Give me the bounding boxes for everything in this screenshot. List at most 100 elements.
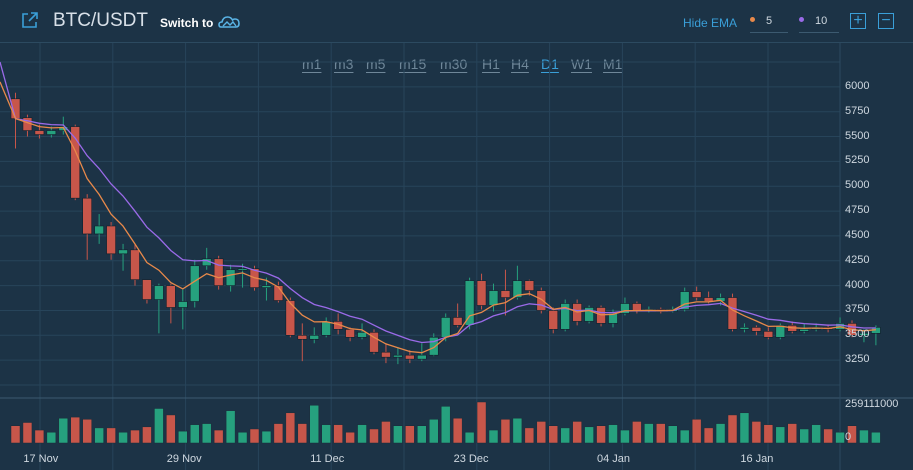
price-tick-label: 3750 [845,303,870,316]
timeframe-H4[interactable]: H4 [511,56,529,72]
candle[interactable] [596,305,606,327]
candle[interactable] [297,323,308,362]
candle[interactable] [118,243,128,271]
volume-bar [345,431,355,444]
candle[interactable] [309,327,320,344]
candle[interactable] [500,269,511,316]
candle[interactable] [727,293,738,332]
volume-bar [82,419,92,444]
volume-bar [213,429,224,444]
candle[interactable] [393,347,403,365]
cloud-logo-icon[interactable] [218,15,240,29]
switch-to-label[interactable]: Switch to [160,16,214,30]
ema5-input[interactable]: 5 [750,12,788,33]
candle[interactable] [763,327,774,340]
volume-bar [560,427,570,444]
timeframe-W1[interactable]: W1 [571,56,592,72]
candle[interactable] [751,325,762,336]
volume-bar [584,426,594,444]
hide-ema-toggle[interactable]: Hide EMA [683,16,738,30]
candle[interactable] [106,222,116,260]
price-tick-label: 5000 [845,179,870,192]
candle[interactable] [70,124,81,201]
candle[interactable] [345,327,355,342]
volume-bar [703,427,714,444]
candle[interactable] [428,333,439,357]
timeframe-m3[interactable]: m3 [334,56,354,72]
timeframe-m30[interactable]: m30 [440,56,468,72]
volume-bar [620,429,630,444]
candle[interactable] [22,114,33,137]
price-tick-label: 6000 [845,79,870,92]
zoom-in-button[interactable]: + [850,13,866,29]
volume-bar [273,423,284,444]
volume-bar [656,423,666,444]
volume-bar [536,421,547,444]
candle[interactable] [632,301,642,314]
candle[interactable] [357,323,367,340]
candle[interactable] [859,329,869,343]
volume-bar [94,427,104,444]
candle[interactable] [381,343,391,364]
candle[interactable] [142,279,152,304]
candle[interactable] [130,243,140,286]
volume-bar [512,417,523,444]
volume-axis-max: 259111000 [845,398,899,410]
candle[interactable] [10,92,21,149]
candlestick-chart[interactable] [0,43,913,470]
candle[interactable] [691,286,702,301]
candle[interactable] [620,297,630,316]
timeframe-m1[interactable]: m1 [302,56,322,72]
candle[interactable] [739,323,750,333]
timeframe-M1[interactable]: M1 [603,56,623,72]
volume-bar [679,429,690,444]
volume-bar [524,427,535,444]
candle[interactable] [584,305,594,324]
candle[interactable] [178,289,188,330]
candle[interactable] [560,299,571,332]
candle[interactable] [452,303,463,328]
candle[interactable] [536,287,547,314]
volume-bar [357,424,367,444]
candle[interactable] [94,214,104,244]
volume-bar [190,424,200,444]
candle[interactable] [201,247,212,270]
candle[interactable] [524,279,535,296]
volume-bar [154,408,164,444]
candle[interactable] [644,306,654,313]
volume-bar [452,417,463,444]
volume-bar [58,417,69,444]
timeframe-m15[interactable]: m15 [399,56,427,72]
timeframe-m5[interactable]: m5 [366,56,386,72]
volume-bar [476,401,487,444]
volume-bar [811,424,821,444]
date-tick-label: 17 Nov [23,453,59,465]
ema10-value: 10 [815,15,828,27]
volume-bar [381,421,391,444]
candle[interactable] [548,307,559,334]
price-tick-label: 4500 [845,228,870,241]
volume-bar [178,430,188,444]
candle[interactable] [261,277,272,301]
volume-bar [500,419,511,444]
candle[interactable] [405,350,415,364]
volume-bar [142,426,152,444]
candle[interactable] [321,317,332,338]
candle[interactable] [225,264,236,292]
open-external-icon[interactable] [22,12,38,28]
candle[interactable] [82,194,92,260]
candle[interactable] [369,329,379,355]
ema10-input[interactable]: 10 [799,12,839,33]
candle[interactable] [476,273,487,310]
candle[interactable] [213,255,224,290]
timeframe-H1[interactable]: H1 [482,56,500,72]
volume-bar [859,429,869,444]
candle[interactable] [154,283,164,334]
candle[interactable] [512,265,523,300]
candle[interactable] [166,283,176,324]
volume-bars [10,401,881,444]
volume-bar [10,425,21,444]
zoom-out-button[interactable]: − [878,13,894,29]
date-tick-label: 16 Jan [740,453,774,465]
candle[interactable] [237,263,248,288]
